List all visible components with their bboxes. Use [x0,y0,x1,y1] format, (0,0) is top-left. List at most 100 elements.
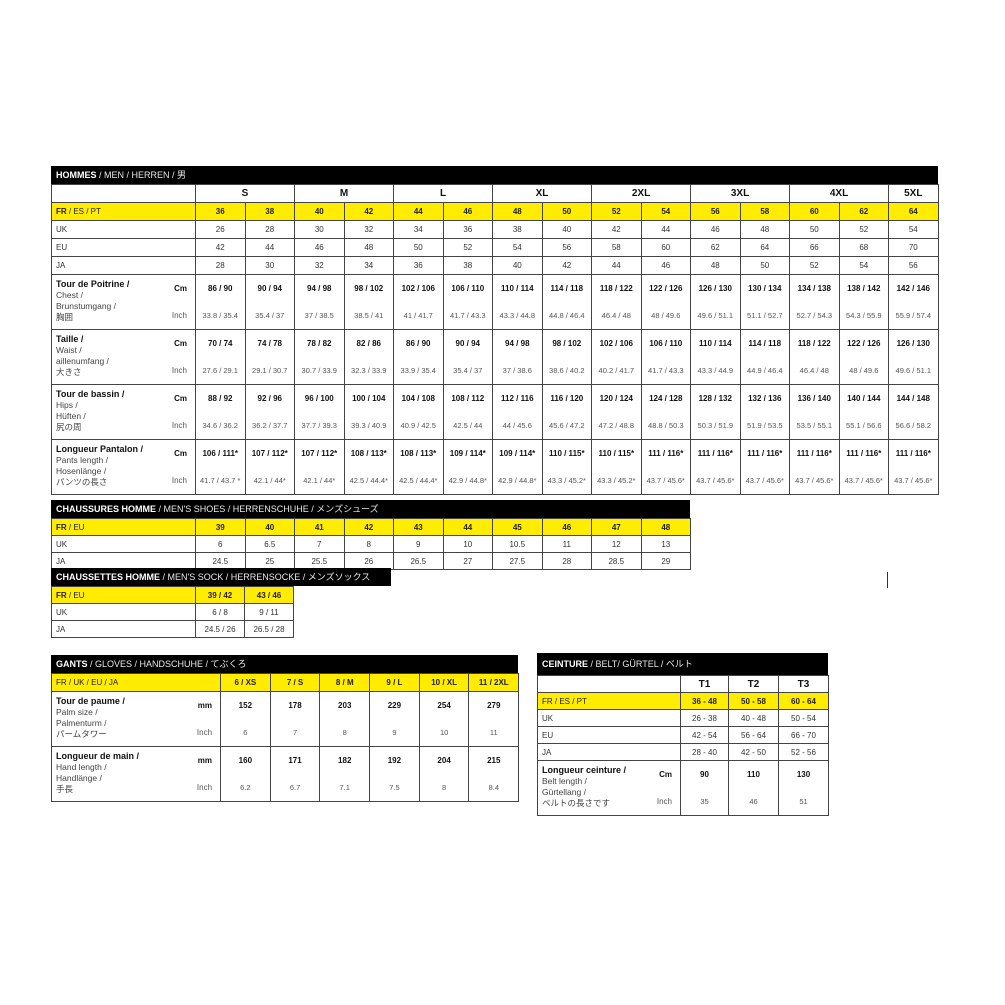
unit-inch-label: Inch [169,412,196,440]
measure-cm-value: 134 / 138 [789,274,840,302]
measure-inch-value: 35.4 / 37 [244,302,296,330]
title-rest: / GLOVES / HANDSCHUHE / てぶくろ [87,659,247,669]
row-label: FR / UK / EU / JA [50,673,221,692]
size-value: 25.5 [294,552,345,570]
measure-cm-value: 108 / 113* [343,439,395,467]
size-value: 28 - 40 [680,743,729,761]
measure-cm-value: 122 / 126 [640,274,692,302]
measure-cm-value: 110 / 115* [591,439,642,467]
size-label: S [194,184,296,203]
size-header-blank [537,675,681,693]
size-value: 46 [541,518,593,536]
measure-name: Tour de Poitrine / [56,279,130,289]
size-value: 39 / 42 [195,586,246,604]
size-value: 26 - 38 [680,709,729,727]
measure-inch-value: 7.1 [319,774,371,802]
size-value: 11 / 2XL [468,673,520,692]
size-row: UK 6 6.5 7 8 9 10 10.5 11 12 13 [50,535,692,553]
row-label-rest: EU [542,730,554,740]
measure-inch-value: 37.7 / 39.3 [294,412,345,440]
measure-cm-value: 104 / 108 [393,384,444,412]
gloves-title: GANTS / GLOVES / HANDSCHUHE / てぶくろ [51,655,518,673]
measure-inch-value: 36.2 / 37.7 [244,412,296,440]
measure-inch-value: 44.9 / 46.4 [739,357,791,385]
size-value: 28 [244,220,296,239]
socks-title: CHAUSSETTES HOMME / MEN'S SOCK / HERRENS… [51,568,391,586]
row-label-rest: / ES / PT [66,207,101,216]
size-value: 48 [492,202,543,221]
size-value: 54 [492,238,543,257]
size-value: 50 [789,220,840,239]
measure-inch-value: 43.7 / 45.6* [888,467,939,495]
measure-cm-value: 126 / 130 [888,329,939,357]
size-value: 50 [393,238,444,257]
row-label-rest: FR / ES / PT [542,696,587,706]
measure-inch-row: Inch 34.6 / 36.2 36.2 / 37.7 37.7 / 39.3 39.… [52,412,939,440]
measure-inch-value: 48 / 49.6 [640,302,692,330]
measure-name: Pants length / [56,455,108,465]
measure-inch-value: 8.4 [468,774,520,802]
size-value: 9 / L [369,673,420,692]
measure-cm-value: 114 / 118 [739,329,791,357]
measure-label: Tour de paume / Palm size / Palmenturm / パー… [51,691,177,747]
size-value: 46 [442,202,494,221]
measure-name: パンツの長さ [56,477,108,487]
measure-cm-value: 111 / 116* [690,439,741,467]
size-value: 10 [442,535,494,553]
measure-inch-value: 43.3 / 44.8 [492,302,543,330]
measure-name: Longueur de main / [56,751,140,761]
size-value: 6.5 [244,535,296,553]
measure-label: Longueur de main / Hand length / Handlänge… [51,746,177,802]
measure-inch-value: 8 [418,774,470,802]
measure-name: Handlänge / [56,773,102,783]
title-bold: CEINTURE [542,659,591,669]
size-value: 66 - 70 [778,726,829,744]
measure-name: 尻の周 [56,422,82,432]
size-value: 48 [690,256,741,275]
measure-inch-value: 52.7 / 54.3 [789,302,840,330]
unit-cm-label: Cm [652,760,681,788]
size-value: 40 [541,220,593,239]
measure-cm-value: 144 / 148 [888,384,939,412]
measure-inch-value: 33.9 / 35.4 [393,357,444,385]
unit-inch-label: Inch [169,467,196,495]
row-label: FR / ES / PT [51,202,196,221]
belt-table: T1 T2 T3 FR / ES / PT 36 - 48 50 - 58 60 - 64 U… [537,675,829,816]
measure-inch-value: 48.8 / 50.3 [640,412,692,440]
measure-inch-value: 34.6 / 36.2 [195,412,246,440]
row-label-rest: FR / UK / EU / JA [56,678,119,687]
measure-cm-value: 229 [369,691,420,719]
measure-cm-value: 138 / 142 [838,274,890,302]
measure-inch-value: 46.4 / 48 [789,357,840,385]
men-title: HOMMES / MEN / HERREN / 男 [51,166,938,184]
measure-cm-value: 92 / 96 [244,384,296,412]
size-value: 28 [195,256,246,275]
measure-cm-value: 254 [418,691,470,719]
measure-cm-value: 130 / 134 [739,274,791,302]
measure-cm-value: 108 / 113* [393,439,444,467]
measure-name: Brunstumgang / [56,301,117,311]
measure-inch-value: 48 / 49.6 [838,357,890,385]
measure-cm-value: 106 / 110 [442,274,494,302]
size-value: 9 [393,535,444,553]
measure-inch-value: 54.3 / 55.9 [838,302,890,330]
row-label: JA [537,743,681,761]
measure-cm-value: 94 / 98 [492,329,543,357]
size-value: 56 [690,202,741,221]
size-row: EU 42 - 54 56 - 64 66 - 70 [537,726,829,744]
measure-inch-value: 37 / 38.5 [294,302,345,330]
size-header-row: T1 T2 T3 [537,675,829,693]
measure-cm-value: 106 / 110 [640,329,692,357]
size-row: JA 28 - 40 42 - 50 52 - 56 [537,743,829,761]
measure-name: Belt length / [542,776,587,786]
size-row: UK 26 28 30 32 34 36 38 40 42 44 46 48 50 52 54 [51,220,939,239]
row-label-rest: JA [56,624,66,634]
measure-inch-value: 32.3 / 33.9 [343,357,395,385]
measure-inch-row: Inch 27.6 / 29.1 29.1 / 30.7 30.7 / 33.9 32.… [52,357,939,385]
size-value: 39 [195,518,246,536]
measure-name: 胸囲 [56,312,74,322]
measure-cm-value: 118 / 122 [591,274,642,302]
measure-inch-value: 51.9 / 53.5 [739,412,791,440]
size-value: 62 [690,238,741,257]
